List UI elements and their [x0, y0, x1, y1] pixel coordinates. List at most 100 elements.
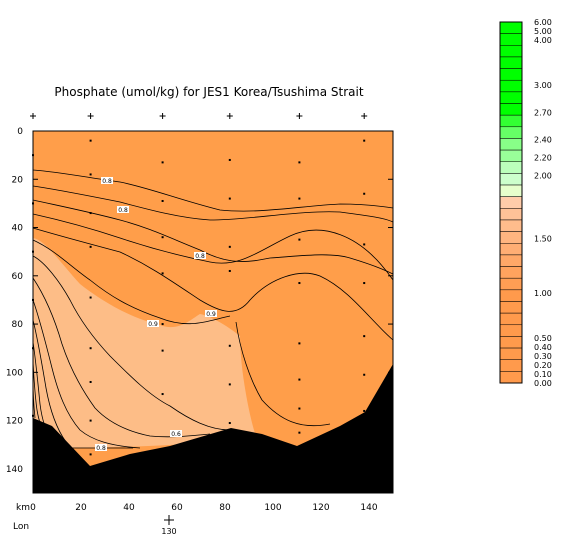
y-tick-label: 100	[6, 368, 23, 378]
contour-line	[32, 299, 141, 449]
sample-point	[161, 236, 164, 239]
color-scale-swatch	[499, 208, 523, 221]
color-scale-swatch	[499, 347, 523, 360]
color-scale-swatch	[499, 161, 523, 174]
color-scale-label: 0.40	[534, 343, 552, 352]
sample-point	[298, 407, 301, 410]
sample-point	[89, 453, 92, 456]
contour-line	[32, 169, 394, 212]
x-tick-label: 120	[312, 503, 329, 513]
color-scale-label: 0.20	[534, 361, 552, 370]
contour-lines	[32, 169, 394, 449]
color-scale-label: 6.00	[534, 18, 552, 27]
contour-label: 0.9	[206, 311, 216, 318]
plot-area: 0.8 0.8 0.8 0.9 0.9 0.6	[32, 130, 394, 494]
contour-line	[32, 319, 67, 443]
color-scale-label: 3.00	[534, 81, 552, 90]
contour-line	[32, 255, 231, 431]
sample-point	[228, 344, 231, 347]
color-scale-label: 4.00	[534, 36, 552, 45]
sample-point	[363, 373, 366, 376]
x-axis: 0 20 40 60 80 100 120 140	[30, 488, 378, 513]
x-tick-label: 80	[219, 503, 231, 513]
y-tick-label: 120	[6, 417, 23, 427]
color-scale-swatch	[499, 266, 523, 279]
color-scale-swatch	[499, 45, 523, 58]
color-scale-label: 2.70	[534, 108, 552, 117]
plot-frame	[32, 130, 394, 494]
contour-line	[32, 341, 53, 441]
color-scale-swatch	[499, 231, 523, 244]
color-scale-swatch	[499, 336, 523, 349]
y-tick-label: 40	[12, 224, 24, 234]
color-scale-swatch	[499, 138, 523, 151]
contour-label: 0.8	[118, 207, 128, 214]
sample-point	[363, 282, 366, 285]
y-tick-label: 60	[12, 272, 24, 282]
seafloor-topography	[33, 364, 393, 493]
contour-line	[32, 213, 394, 281]
sample-point	[298, 431, 301, 434]
color-scale-legend: 6.005.004.00 3.00 2.70 2.40 2.20 2.00 1.50 1.00…	[499, 18, 552, 388]
x-tick-label: 0	[30, 503, 36, 513]
color-scale-swatch	[499, 196, 523, 209]
sample-point	[89, 212, 92, 215]
contour-label: 0.6	[171, 431, 181, 438]
sample-point	[363, 335, 366, 338]
contour-label: 0.9	[148, 321, 158, 328]
sample-point	[298, 238, 301, 241]
lon-value: 130	[161, 527, 176, 536]
sample-point	[89, 380, 92, 383]
sample-point	[228, 422, 231, 425]
color-scale-swatch	[499, 324, 523, 337]
x-tick-label: 20	[75, 503, 87, 513]
color-scale-swatch	[499, 254, 523, 267]
color-scale-label: 5.00	[534, 27, 552, 36]
color-scale-swatch	[499, 126, 523, 139]
color-scale-swatch	[499, 149, 523, 162]
chart-title: Phosphate (umol/kg) for JES1 Korea/Tsush…	[54, 85, 363, 99]
contour-label: 0.8	[96, 445, 106, 452]
color-scale-label: 2.20	[534, 153, 552, 162]
contour-label: 0.8	[102, 178, 112, 185]
color-scale-swatch	[499, 289, 523, 302]
color-scale-swatch	[499, 301, 523, 314]
color-scale-swatch	[499, 312, 523, 326]
color-scale-swatch	[499, 359, 523, 372]
lon-marker	[164, 515, 174, 525]
color-scale-swatch	[499, 56, 523, 69]
color-scale-label: 1.00	[534, 289, 552, 298]
sample-point	[363, 243, 366, 246]
color-scale-swatch	[499, 79, 523, 93]
lon-label: Lon	[13, 522, 29, 532]
color-scale-label: 0.30	[534, 352, 552, 361]
contour-line	[32, 185, 394, 223]
sample-point	[161, 199, 164, 202]
sample-point	[298, 161, 301, 164]
color-scale-swatch	[499, 184, 523, 197]
sample-point	[228, 158, 231, 161]
x-tick-label: 40	[123, 503, 135, 513]
color-scale-label: 2.40	[534, 135, 552, 144]
color-scale-swatch	[499, 33, 523, 46]
x-tick-label: 140	[360, 503, 377, 513]
color-scale-swatch	[499, 114, 523, 128]
y-axis: 0 20 40 60 80 100 120 140	[6, 127, 393, 475]
x-tick-label: 60	[171, 503, 183, 513]
color-scale-label: 1.50	[534, 235, 552, 244]
color-scale-swatch	[499, 243, 523, 256]
contour-line	[235, 321, 331, 427]
color-scale-label: 0.10	[534, 370, 552, 379]
sample-point	[298, 197, 301, 200]
sample-point	[298, 342, 301, 345]
contour-line	[32, 227, 394, 341]
sample-point	[298, 282, 301, 285]
color-scale-swatch	[499, 173, 523, 186]
sample-point	[363, 139, 366, 142]
sample-point	[161, 349, 164, 352]
color-scale-swatch	[499, 21, 523, 34]
y-tick-label: 140	[6, 465, 23, 475]
color-scale-swatch	[499, 68, 523, 81]
color-scale-swatch	[499, 277, 523, 291]
sample-point	[161, 393, 164, 396]
